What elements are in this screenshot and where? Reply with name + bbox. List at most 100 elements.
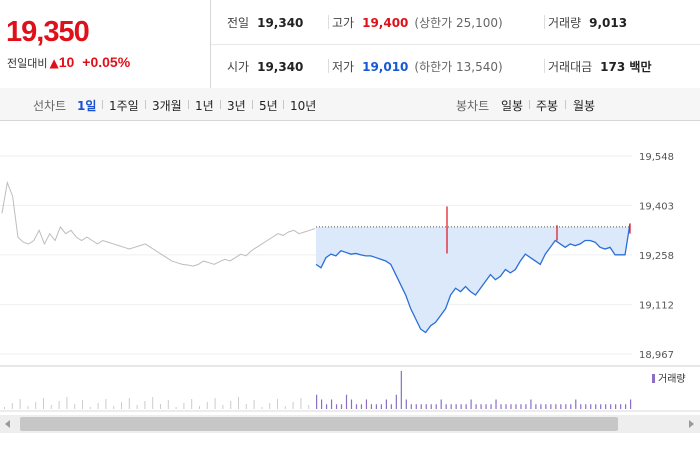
prev-volume-bar xyxy=(277,399,278,409)
up-arrow-icon: ▲ xyxy=(49,56,59,70)
range-3m[interactable]: 3개월 xyxy=(152,99,182,113)
volume-bar xyxy=(505,404,507,409)
prev-volume-bar xyxy=(144,401,146,409)
prev-volume-bar xyxy=(89,407,91,409)
prev-day-line xyxy=(1,180,316,267)
volume-bar xyxy=(415,404,417,409)
prev-close-label: 전일 xyxy=(227,16,250,30)
volume-bar xyxy=(590,404,592,409)
prev-volume-bar xyxy=(121,402,122,409)
divider xyxy=(252,100,253,109)
trade-value-amount: 173 백만 xyxy=(600,60,652,74)
divider xyxy=(328,59,329,73)
divider xyxy=(283,100,284,109)
prev-close-value: 19,340 xyxy=(257,16,304,30)
scrollbar-thumb[interactable] xyxy=(20,417,618,431)
range-3y[interactable]: 3년 xyxy=(227,99,246,113)
volume-value: 9,013 xyxy=(589,16,628,30)
volume-bar xyxy=(385,399,387,409)
open-price: 시가 19,340 xyxy=(227,58,303,75)
prev-volume-bar xyxy=(253,400,255,409)
chart-toolbar: 선차트 1일 1주일 3개월 1년 3년 5년 10년 봉차트 일봉 주봉 월봉 xyxy=(0,88,700,121)
volume-bar xyxy=(625,404,627,409)
prev-volume-bar xyxy=(27,406,29,409)
prev-volume-bar xyxy=(230,401,232,409)
divider xyxy=(544,59,545,73)
volume-bar xyxy=(445,404,447,409)
volume-bar xyxy=(405,399,407,409)
volume-bar xyxy=(320,399,323,409)
divider xyxy=(328,15,329,29)
open-value: 19,340 xyxy=(257,60,304,74)
lower-limit: (하한가 13,540) xyxy=(414,60,503,74)
prev-volume-bar xyxy=(300,398,302,409)
prev-volume-bar xyxy=(128,398,130,409)
trade-value-label: 거래대금 xyxy=(548,60,593,74)
range-10y[interactable]: 10년 xyxy=(290,99,317,113)
price-chart-area: 19,548 19,403 19,258 19,112 18,967 거래량 xyxy=(0,121,700,450)
volume-bar xyxy=(615,404,617,409)
prev-volume-bar xyxy=(58,401,60,409)
volume-bar xyxy=(460,404,462,409)
volume-bar xyxy=(420,404,422,409)
volume-bar xyxy=(555,404,557,409)
high-label: 고가 xyxy=(332,16,355,30)
divider xyxy=(565,100,566,109)
volume-bar xyxy=(316,394,318,409)
trade-value: 거래대금 173 백만 xyxy=(548,58,651,75)
prev-volume-bar xyxy=(269,403,271,409)
range-5y[interactable]: 5년 xyxy=(259,99,278,113)
prev-volume-bar xyxy=(308,405,310,409)
volume-bar xyxy=(340,404,343,409)
range-1w[interactable]: 1주일 xyxy=(109,99,139,113)
stats-row-top: 전일 19,340 고가 19,400 (상한가 25,100) 거래량 9,013 xyxy=(211,0,700,45)
candle-weekly[interactable]: 주봉 xyxy=(536,99,559,113)
prev-volume-bar xyxy=(4,407,5,409)
volume-bar xyxy=(465,404,467,409)
y-axis-ticks: 19,548 19,403 19,258 19,112 18,967 xyxy=(639,152,674,361)
candle-monthly[interactable]: 월봉 xyxy=(573,99,596,113)
volume-bar xyxy=(400,371,402,409)
volume-bar xyxy=(360,404,363,409)
prev-volume-bar xyxy=(292,402,294,409)
high-price: 고가 19,400 (상한가 25,100) xyxy=(332,14,503,31)
range-1d[interactable]: 1일 xyxy=(77,99,97,113)
divider xyxy=(529,100,530,109)
volume-bar xyxy=(440,399,442,409)
volume-legend-swatch xyxy=(652,374,655,383)
volume-bar xyxy=(610,404,612,409)
prev-volume-bar xyxy=(82,400,83,409)
prev-volume-bar xyxy=(113,406,115,409)
volume-bar xyxy=(480,404,482,409)
today-line xyxy=(315,223,631,334)
y-tick-label: 19,403 xyxy=(639,201,674,212)
change-percent: +0.05% xyxy=(82,54,131,70)
prev-volume-bar xyxy=(206,402,208,409)
volume-bar xyxy=(395,394,397,409)
range-1y[interactable]: 1년 xyxy=(195,99,214,113)
volume-bar xyxy=(570,404,572,409)
scroll-left-icon[interactable] xyxy=(5,420,10,428)
volume-bar xyxy=(370,404,373,409)
volume-bar xyxy=(580,404,582,409)
scroll-right-icon[interactable] xyxy=(689,420,694,428)
change-row: 전일대비 ▲10 +0.05% xyxy=(7,54,130,71)
low-value: 19,010 xyxy=(362,60,409,74)
volume-bar xyxy=(350,399,353,409)
prev-volume-bar xyxy=(175,407,177,409)
volume-bar xyxy=(490,404,492,409)
prev-volume-bar xyxy=(191,399,193,409)
price-summary: 19,350 전일대비 ▲10 +0.05% xyxy=(0,0,211,88)
candle-daily[interactable]: 일봉 xyxy=(501,99,524,113)
volume-legend: 거래량 xyxy=(658,373,686,385)
divider xyxy=(145,100,146,109)
volume-bar xyxy=(435,404,437,409)
volume-bars xyxy=(4,371,632,409)
volume-bar xyxy=(560,404,562,409)
candle-chart-label: 봉차트 xyxy=(456,99,490,113)
volume-bar xyxy=(515,404,517,409)
prev-volume-bar xyxy=(35,402,37,409)
volume-bar xyxy=(540,404,542,409)
price-chart: 19,548 19,403 19,258 19,112 18,967 거래량 xyxy=(0,152,700,433)
current-price: 19,350 xyxy=(6,16,90,48)
